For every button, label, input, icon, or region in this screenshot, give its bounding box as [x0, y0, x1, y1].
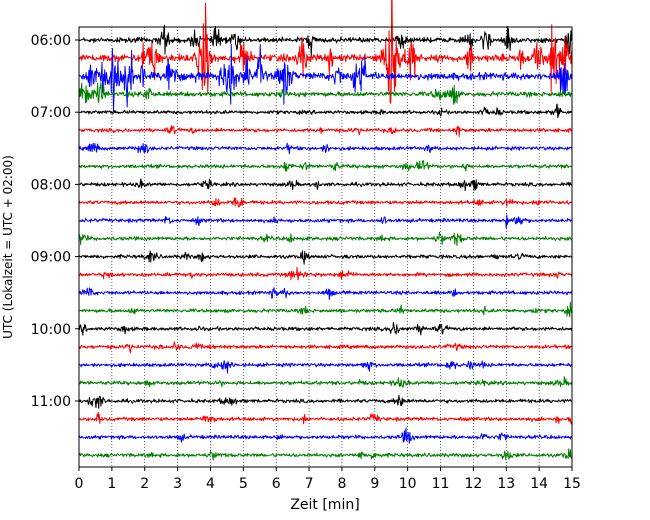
x-tick-label: 3 [173, 476, 182, 492]
trace-line [78, 360, 573, 374]
x-tick-label: 0 [75, 476, 84, 492]
trace-line [78, 103, 573, 119]
x-tick-label: 6 [272, 476, 281, 492]
vertical-grid [111, 27, 540, 467]
x-tick-label: 5 [239, 476, 248, 492]
y-tick-label: 10:00 [31, 322, 71, 338]
y-tick-label: 06:00 [31, 33, 71, 49]
y-axis-ticks: 06:00 07:00 08:00 09:00 10:00 11:00 [31, 33, 79, 410]
trace-line [78, 376, 573, 388]
trace-line [78, 266, 573, 281]
x-tick-label: 9 [370, 476, 379, 492]
trace-line [78, 24, 573, 57]
y-axis-label: UTC (Lokalzeit = UTC + 02:00) [1, 155, 15, 339]
plot-frame [78, 26, 573, 468]
trace-line [78, 214, 573, 229]
trace-line [78, 427, 573, 444]
trace-line [78, 159, 573, 172]
trace-line [78, 448, 573, 461]
trace-line [78, 411, 573, 425]
trace-line [78, 341, 573, 354]
x-tick-label: 2 [140, 476, 149, 492]
trace-line [78, 82, 573, 105]
trace-line [78, 142, 573, 155]
x-tick-label: 14 [530, 476, 548, 492]
x-tick-label: 4 [206, 476, 215, 492]
x-tick-label: 10 [399, 476, 417, 492]
trace-line [78, 394, 573, 409]
y-tick-label: 08:00 [31, 177, 71, 193]
trace-line [78, 43, 573, 112]
trace-line [78, 0, 573, 104]
y-tick-label: 07:00 [31, 105, 71, 121]
x-axis-label: Zeit [min] [290, 497, 359, 513]
x-axis-ticks: 0 1 2 3 4 5 6 7 8 9 10 11 12 13 14 15 [75, 467, 581, 492]
trace-line [78, 125, 573, 138]
x-tick-label: 1 [107, 476, 116, 492]
y-tick-label: 11:00 [31, 394, 71, 410]
x-tick-label: 11 [432, 476, 450, 492]
trace-line [78, 321, 573, 336]
y-tick-label: 09:00 [31, 250, 71, 266]
x-tick-label: 7 [305, 476, 314, 492]
trace-line [78, 197, 573, 208]
trace-line [78, 231, 573, 247]
x-tick-label: 13 [497, 476, 515, 492]
trace-group [78, 0, 573, 461]
trace-line [78, 178, 573, 192]
trace-line [78, 250, 573, 265]
x-tick-label: 12 [464, 476, 482, 492]
x-tick-label: 8 [337, 476, 346, 492]
trace-line [78, 301, 573, 318]
x-tick-label: 15 [563, 476, 581, 492]
trace-line [78, 287, 573, 301]
